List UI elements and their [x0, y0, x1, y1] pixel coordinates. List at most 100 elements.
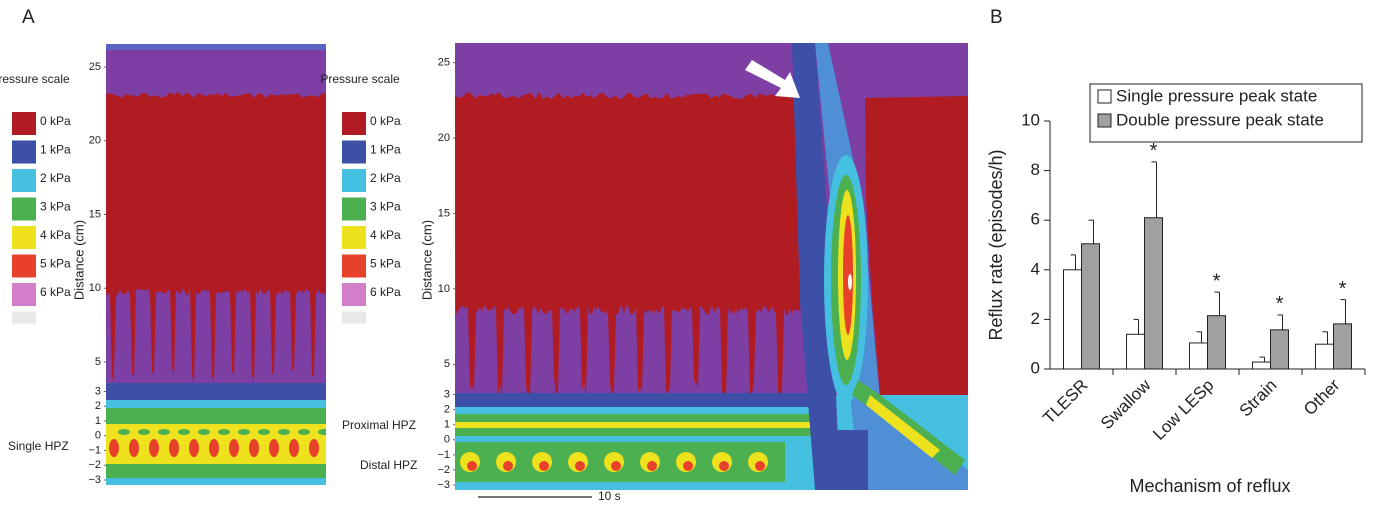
- bar: [1252, 361, 1271, 370]
- pressure-topography: [455, 43, 968, 490]
- y-tick-label: −1: [437, 449, 450, 461]
- legend-box: [1089, 83, 1363, 143]
- scale-swatch: [12, 169, 36, 192]
- band: [106, 383, 326, 401]
- high-pressure-region: [106, 92, 326, 384]
- y-tick-label: 10: [1021, 110, 1040, 129]
- y-tick-label: 3: [444, 388, 450, 400]
- band: [828, 430, 868, 490]
- y-tick-label: 20: [89, 135, 101, 147]
- x-tick-label: Low LESp: [1149, 376, 1217, 444]
- hpz-peak: [178, 429, 190, 435]
- bar: [1270, 329, 1289, 370]
- x-tick-label: Strain: [1236, 376, 1281, 421]
- arrow: [745, 60, 800, 98]
- annotation: Single HPZ: [8, 439, 69, 453]
- scale-title: Pressure scale: [320, 72, 400, 86]
- bar: [1144, 217, 1163, 370]
- hpz-peak: [719, 461, 729, 471]
- y-tick-label: 4: [1031, 259, 1040, 278]
- hpz-peak: [169, 439, 179, 457]
- hpz-peak: [467, 461, 477, 471]
- high-pressure-region: [865, 96, 968, 395]
- y-tick-label: 5: [444, 358, 450, 370]
- scale-swatch: [342, 311, 366, 324]
- annotation: Distal HPZ: [360, 458, 417, 472]
- scale-label: 0 kPa: [370, 114, 401, 128]
- y-tick-label: 15: [89, 208, 101, 220]
- hpz-peak: [289, 439, 299, 457]
- hpz-peak: [298, 429, 310, 435]
- scale-label: 6 kPa: [40, 285, 71, 299]
- hpz-peak: [149, 439, 159, 457]
- scale-label: 1 kPa: [370, 143, 401, 157]
- scale-swatch: [12, 140, 36, 164]
- scale-swatch: [342, 283, 366, 306]
- hpz-peak: [539, 461, 549, 471]
- scale-swatch: [12, 197, 36, 221]
- scale-label: 4 kPa: [40, 228, 71, 242]
- axis-label: Mechanism of reflux: [1129, 476, 1290, 496]
- y-tick-label: 3: [95, 385, 101, 397]
- y-tick-label: 15: [438, 207, 450, 219]
- scale-label: 4 kPa: [370, 228, 401, 242]
- swallow: [792, 43, 840, 490]
- bar: [1315, 343, 1334, 370]
- hpz-peak: [309, 439, 319, 457]
- hpz-peak: [249, 439, 259, 457]
- y-tick-label: 2: [1031, 309, 1040, 328]
- hpz-peak: [189, 439, 199, 457]
- bar: [1126, 333, 1145, 370]
- y-tick-label: 1: [444, 419, 450, 431]
- high-pressure-region: [455, 92, 800, 404]
- scale-label: 5 kPa: [40, 257, 71, 271]
- significance: *: [1339, 278, 1347, 300]
- bg: [106, 44, 326, 50]
- y-tick-label: 1: [95, 415, 101, 427]
- scale-label: 5 kPa: [370, 257, 401, 271]
- legend-swatch: [1097, 89, 1112, 104]
- y-tick-label: 25: [438, 57, 450, 69]
- hpz-peak: [109, 439, 119, 457]
- y-tick-label: −2: [437, 464, 450, 476]
- hpz-peak: [138, 429, 150, 435]
- y-tick-label: −2: [88, 459, 101, 471]
- panel-label: A: [22, 7, 35, 28]
- y-tick-label: 2: [444, 403, 450, 415]
- scale-swatch: [12, 112, 36, 135]
- hpz-peak: [647, 461, 657, 471]
- scale-swatch: [342, 226, 366, 249]
- y-tick-label: 0: [444, 434, 450, 446]
- y-tick-label: 8: [1031, 160, 1040, 179]
- hpz-peak: [755, 461, 765, 471]
- scale-swatch: [12, 254, 36, 278]
- scale-swatch: [342, 169, 366, 192]
- scale-label: 2 kPa: [40, 171, 71, 185]
- hpz-peak: [575, 461, 585, 471]
- scale-swatch: [12, 226, 36, 249]
- scale-swatch: [342, 254, 366, 278]
- scale-swatch: [342, 112, 366, 135]
- scale-swatch: [342, 140, 366, 164]
- scale-label: 3 kPa: [370, 200, 401, 214]
- scale-swatch: [342, 197, 366, 221]
- band: [455, 422, 830, 428]
- x-tick-label: Swallow: [1097, 375, 1155, 433]
- hpz-peak: [238, 429, 250, 435]
- annotation: Proximal HPZ: [342, 418, 416, 432]
- legend-label: Double pressure peak state: [1116, 110, 1324, 129]
- hpz-peak: [118, 429, 130, 435]
- y-tick-label: 25: [89, 61, 101, 73]
- hpz-peak: [198, 429, 210, 435]
- band: [455, 393, 835, 407]
- hpz-peak: [269, 439, 279, 457]
- scale-swatch: [12, 311, 36, 324]
- scale-label: 0 kPa: [40, 114, 71, 128]
- swallow: [843, 215, 853, 335]
- y-tick-label: 10: [89, 282, 101, 294]
- y-tick-label: −3: [88, 474, 101, 486]
- bar: [1333, 323, 1352, 370]
- swallow: [866, 395, 940, 458]
- y-tick-label: 20: [438, 132, 450, 144]
